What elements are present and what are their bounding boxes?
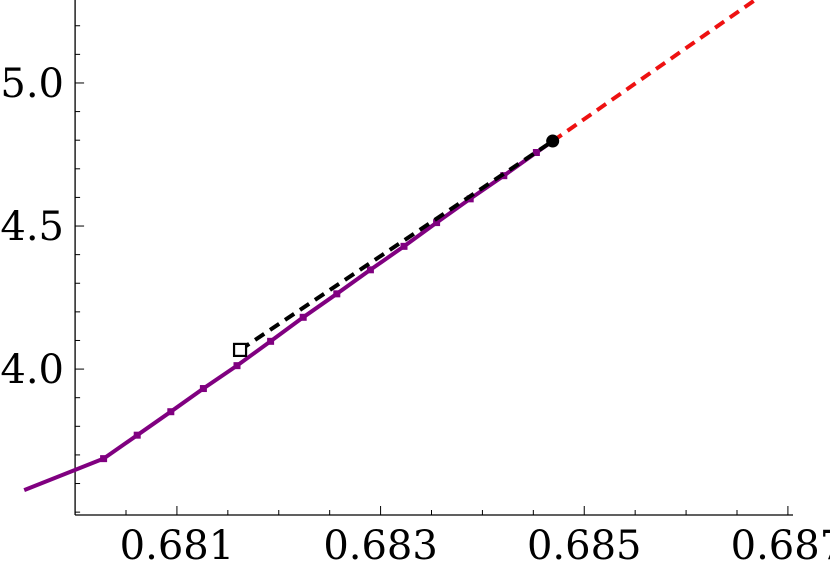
series-marker (433, 219, 441, 227)
start-square (232, 342, 248, 358)
series-line-1 (551, 0, 759, 143)
y-tick-label: 24.5 (0, 204, 64, 250)
y-tick-label: 25.0 (0, 61, 64, 107)
series-marker (400, 242, 408, 250)
x-tick-label: 0.685 (527, 523, 642, 567)
series-marker (532, 148, 540, 156)
points-layer (232, 134, 560, 358)
series-marker (100, 455, 108, 463)
series-marker (167, 408, 175, 416)
series-marker (233, 362, 241, 370)
axes (74, 0, 793, 516)
labels-layer: 0.681 0.683 0.685 0.687 24.0 24.5 25.0 (0, 61, 830, 567)
series-marker (267, 337, 275, 345)
series-marker (199, 385, 207, 393)
y-tick-label: 24.0 (0, 347, 64, 393)
x-tick-label: 0.681 (120, 523, 235, 567)
series-layer (23, 0, 759, 492)
x-tick-label: 0.687 (731, 523, 830, 567)
series-marker (466, 195, 474, 203)
x-tick-label: 0.683 (323, 523, 438, 567)
series-line-2 (238, 139, 554, 352)
series-marker (333, 290, 341, 298)
endpoint-circle (546, 134, 560, 148)
series-marker (366, 266, 374, 274)
series-marker (299, 313, 307, 321)
series-marker (133, 431, 141, 439)
